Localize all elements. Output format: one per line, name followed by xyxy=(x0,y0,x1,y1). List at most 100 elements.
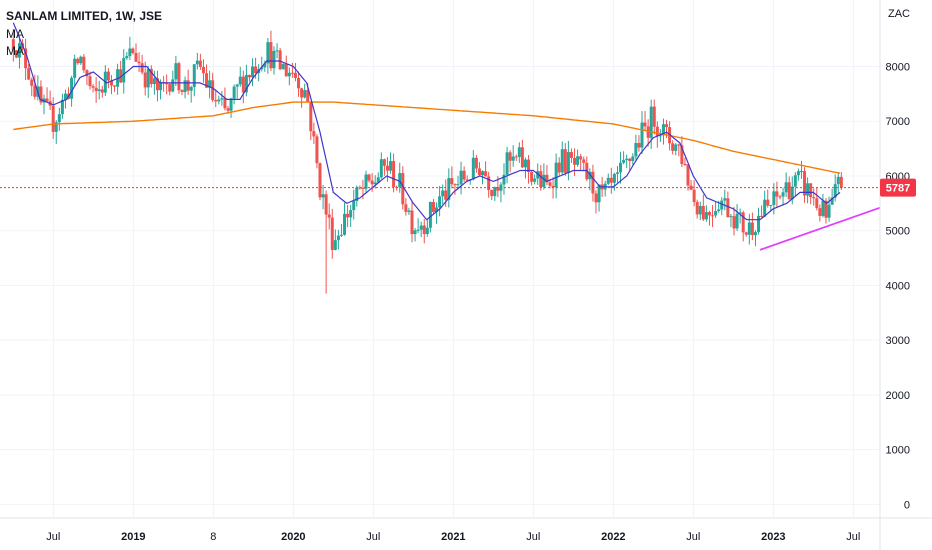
x-tick-label: 2019 xyxy=(121,531,145,543)
x-tick-label: Jul xyxy=(366,531,380,543)
candle xyxy=(205,64,209,88)
candle xyxy=(557,157,561,176)
candle xyxy=(11,29,15,62)
candle xyxy=(238,66,242,87)
candle xyxy=(91,84,95,93)
candle xyxy=(839,172,843,190)
candle xyxy=(183,76,187,99)
candle xyxy=(732,206,736,236)
candle xyxy=(484,161,488,177)
candle xyxy=(628,157,632,171)
candle xyxy=(109,75,113,95)
candle xyxy=(146,66,150,99)
candle xyxy=(803,167,807,203)
candle xyxy=(450,166,454,189)
candle xyxy=(223,87,227,111)
candle xyxy=(24,38,28,81)
candle xyxy=(125,52,129,60)
candle xyxy=(456,175,460,190)
candle xyxy=(799,160,803,179)
y-tick-label: 3000 xyxy=(886,335,910,347)
candle xyxy=(229,97,233,118)
candle xyxy=(477,162,481,177)
candle xyxy=(100,85,104,98)
support-trendline[interactable] xyxy=(759,206,881,251)
candle xyxy=(297,71,301,97)
y-tick-label: 2000 xyxy=(886,390,910,402)
candle xyxy=(809,183,813,205)
candle xyxy=(508,150,512,173)
candle xyxy=(195,52,199,70)
candle xyxy=(695,199,699,219)
candle xyxy=(760,205,764,218)
candle xyxy=(208,70,212,99)
candle xyxy=(143,61,147,96)
candle xyxy=(775,181,779,208)
candle xyxy=(39,80,43,105)
candle xyxy=(677,143,681,157)
candle xyxy=(343,202,347,236)
candle xyxy=(60,93,64,119)
candle xyxy=(94,77,98,103)
candle xyxy=(355,185,359,207)
candle xyxy=(738,208,742,224)
long-ma-line xyxy=(13,101,841,174)
candle xyxy=(401,166,405,210)
candle xyxy=(318,162,322,201)
candle xyxy=(266,37,270,74)
candle xyxy=(753,230,757,247)
candle xyxy=(367,173,371,183)
candle xyxy=(723,189,727,211)
candle xyxy=(330,208,334,259)
candle xyxy=(735,204,739,231)
indicator-label-long-ma[interactable]: MA xyxy=(6,44,24,58)
candle xyxy=(818,204,822,222)
y-tick-label: 7000 xyxy=(886,116,910,128)
y-tick-label: 1000 xyxy=(886,445,910,457)
candle xyxy=(533,174,537,185)
candle xyxy=(634,134,638,160)
last-price-tag-bg xyxy=(880,178,916,197)
candle xyxy=(217,95,221,105)
candle xyxy=(284,55,288,77)
candle xyxy=(389,152,393,174)
candle xyxy=(582,156,586,172)
candle xyxy=(410,201,414,243)
candle xyxy=(714,201,718,218)
candle xyxy=(214,89,218,108)
candle xyxy=(566,140,570,181)
candle xyxy=(392,153,396,193)
candle xyxy=(51,97,55,139)
symbol-title[interactable]: SANLAM LIMITED, 1W, JSE xyxy=(6,9,163,23)
candle xyxy=(321,185,325,210)
indicator-label-short-ma[interactable]: MA xyxy=(6,27,24,41)
candle xyxy=(376,172,380,184)
x-tick-label: 2022 xyxy=(601,531,625,543)
candle xyxy=(619,151,623,184)
candle xyxy=(622,151,626,165)
candle xyxy=(661,118,665,145)
last-price-value: 5787 xyxy=(886,183,910,195)
candle xyxy=(241,70,245,104)
candle xyxy=(671,140,675,155)
x-tick-label: 2020 xyxy=(281,531,305,543)
candle xyxy=(523,157,527,179)
candle xyxy=(720,197,724,216)
candle xyxy=(588,168,592,191)
candle xyxy=(441,184,445,205)
candle xyxy=(198,53,202,70)
candle xyxy=(312,122,316,144)
candle xyxy=(379,152,383,179)
candle xyxy=(471,150,475,181)
candle xyxy=(806,177,810,204)
candle xyxy=(726,191,730,218)
candle xyxy=(174,55,178,87)
time-axis[interactable]: Jul 2019 8 2020 Jul 2021 Jul 2022 Jul 2023 Jul xyxy=(0,517,932,543)
candle xyxy=(192,63,196,97)
candle xyxy=(57,107,61,131)
x-tick-label: 8 xyxy=(210,531,216,543)
candle xyxy=(631,153,635,165)
candle xyxy=(474,154,478,173)
